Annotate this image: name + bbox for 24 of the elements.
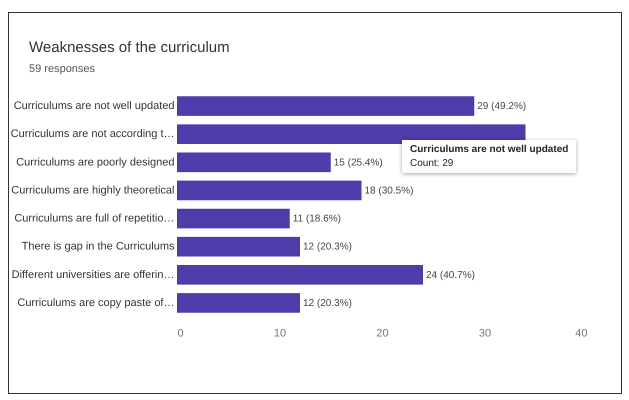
y-tick-label: Curriculums are not according t…: [10, 128, 174, 140]
data-label: 12 (20.3%): [303, 298, 352, 309]
data-label: 29 (49.2%): [477, 101, 526, 112]
x-tick-label: 30: [478, 328, 492, 340]
x-tick-label: 40: [575, 328, 588, 340]
data-label: 12 (20.3%): [303, 242, 352, 253]
chart-title: Weaknesses of the curriculum: [29, 39, 230, 56]
data-label: 24 (40.7%): [426, 270, 475, 281]
y-tick-label: Curriculums are highly theoretical: [11, 184, 174, 196]
y-tick-label: Curriculums are poorly designed: [16, 156, 174, 168]
y-tick-label: Curriculums are copy paste of…: [17, 296, 174, 309]
y-tick-label: Curriculums are full of repetitio…: [14, 212, 174, 225]
data-label: 15 (25.4%): [334, 157, 383, 168]
data-label: 11 (18.6%): [292, 214, 341, 225]
data-label: 18 (30.5%): [364, 185, 414, 196]
x-tick-label: 20: [376, 328, 389, 340]
y-tick-label: There is gap in the Curriculums: [22, 240, 175, 253]
x-tick-label: 0: [178, 328, 184, 340]
x-tick-label: 10: [274, 328, 286, 340]
annotation: Curriculums are not well updated: [410, 144, 568, 155]
annotation: Count: 29: [410, 158, 454, 169]
y-tick-label: Curriculums are not well updated: [14, 100, 174, 112]
y-tick-label: Different universities are offerin…: [12, 268, 174, 281]
text: 59 responses: [29, 63, 96, 75]
